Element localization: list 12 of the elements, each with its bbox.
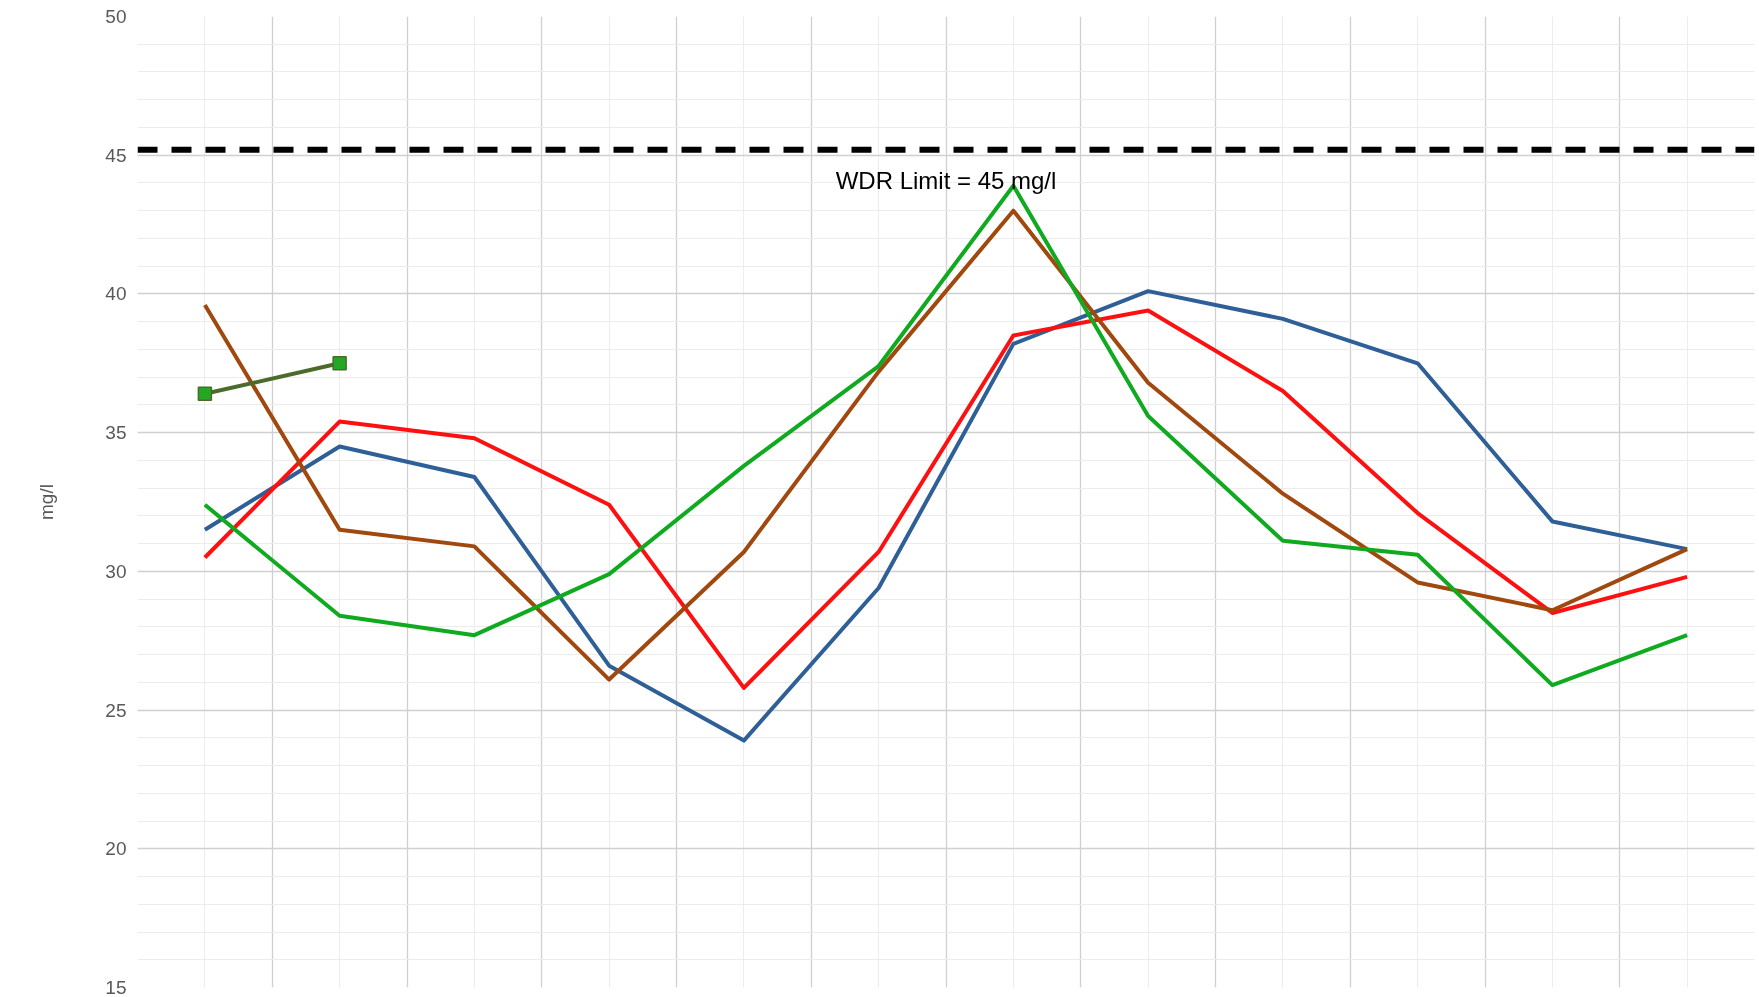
y-tick-label: 25 xyxy=(105,699,127,721)
ref-line-label: WDR Limit = 45 mg/l xyxy=(835,166,1057,194)
y-tick-label: 50 xyxy=(105,6,127,27)
y-axis-title: mg/l xyxy=(36,484,58,520)
y-tick-label: 35 xyxy=(105,422,127,444)
y-tick-label: 45 xyxy=(105,144,127,166)
y-tick-label: 40 xyxy=(105,283,127,305)
y-tick-label: 30 xyxy=(105,560,127,582)
y-tick-label: 20 xyxy=(105,838,127,860)
line-series xyxy=(202,289,1690,743)
line-series xyxy=(202,308,1690,690)
y-tick-label: 15 xyxy=(105,977,127,997)
